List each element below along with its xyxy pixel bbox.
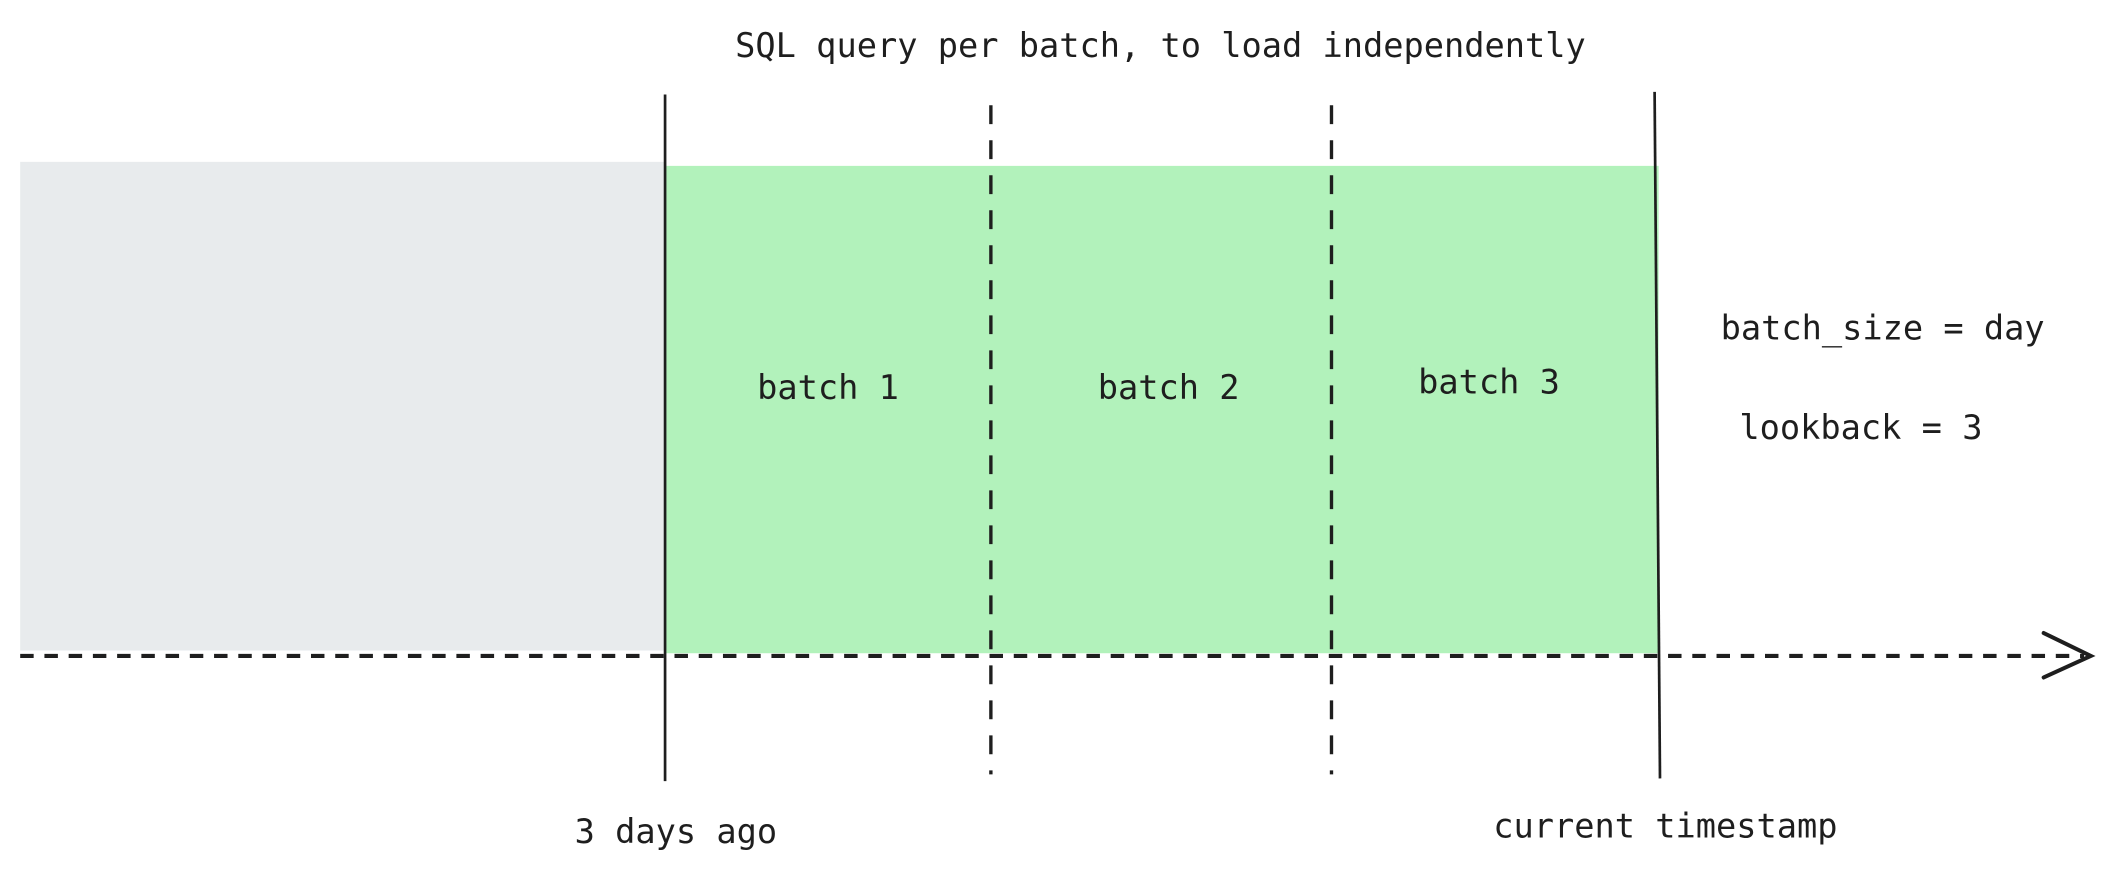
batch-size-param: batch_size = day xyxy=(1721,309,2045,349)
start-marker-label: 3 days ago xyxy=(575,812,778,851)
lookback-region xyxy=(666,165,1659,654)
end-marker-label: current timestamp xyxy=(1493,807,1837,846)
batch-label-1: batch 1 xyxy=(757,368,899,407)
batch-label-2: batch 2 xyxy=(1098,368,1240,407)
past-region xyxy=(20,161,667,651)
diagram-title: SQL query per batch, to load independent… xyxy=(735,26,1586,65)
lookback-param: lookback = 3 xyxy=(1739,408,1982,447)
timeline-arrowhead xyxy=(2041,631,2096,680)
batch-label-3: batch 3 xyxy=(1418,362,1560,401)
end-marker-line xyxy=(1653,91,1662,779)
